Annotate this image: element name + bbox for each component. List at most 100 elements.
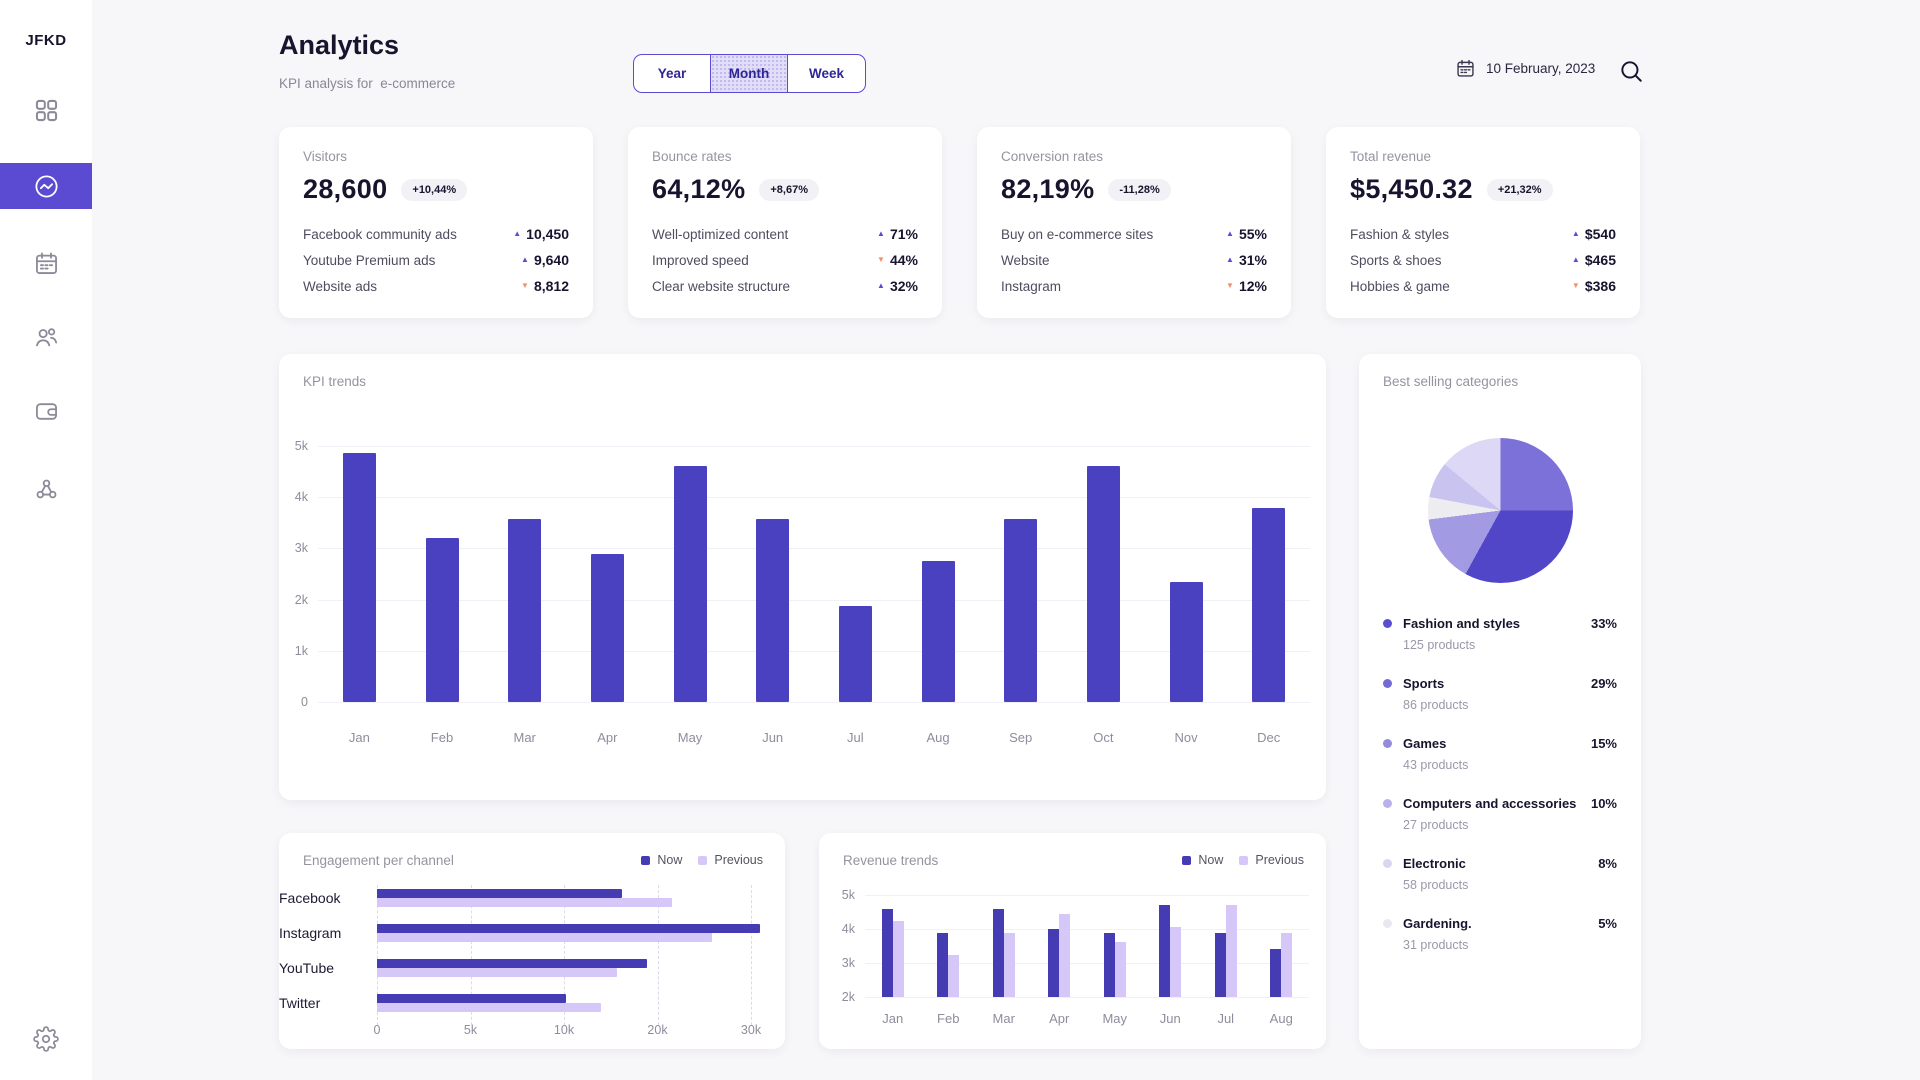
gridline bbox=[318, 599, 1310, 601]
kpi-bar bbox=[1004, 519, 1038, 702]
kpi-trends-chart: 5k 4k 3k 2k 1k 0 bbox=[295, 439, 1310, 709]
gridline bbox=[470, 885, 472, 1025]
kpi-bar bbox=[756, 519, 790, 702]
x-tick-label: Jun bbox=[1159, 1011, 1181, 1026]
tab-month[interactable]: Month bbox=[711, 55, 788, 92]
x-tick-label: May bbox=[1102, 1011, 1128, 1026]
engagement-legend: Now Previous bbox=[641, 853, 763, 867]
category-products: 58 products bbox=[1403, 878, 1469, 892]
category-products: 43 products bbox=[1403, 758, 1469, 772]
nav-wallet[interactable] bbox=[0, 388, 92, 434]
best-selling-item: Computers and accessories 10% 27 product… bbox=[1383, 796, 1617, 832]
nav-settings[interactable] bbox=[0, 1026, 92, 1052]
gridline bbox=[564, 885, 565, 1025]
sidebar: JFKD bbox=[0, 0, 92, 1080]
x-tick-label: May bbox=[677, 730, 703, 745]
arrow-up-icon: ▲ bbox=[1571, 229, 1580, 238]
x-tick-label: 20k bbox=[647, 1023, 668, 1037]
category-dot-icon bbox=[1383, 799, 1392, 808]
category-dot-icon bbox=[1383, 859, 1392, 868]
bar-now bbox=[377, 889, 622, 898]
category-products: 125 products bbox=[1403, 638, 1476, 652]
card-metric-row: Website ads ▼ 8,812 bbox=[303, 278, 569, 294]
card-title: Conversion rates bbox=[1001, 149, 1104, 164]
users-icon bbox=[33, 324, 60, 351]
date-picker[interactable]: 10 February, 2023 bbox=[1455, 58, 1595, 79]
x-tick-label: 10k bbox=[553, 1023, 575, 1037]
bar-now bbox=[377, 994, 566, 1003]
y-tick-label: 4k bbox=[841, 922, 855, 936]
gridline bbox=[377, 885, 378, 1025]
bar-previous bbox=[377, 933, 712, 942]
tab-year[interactable]: Year bbox=[634, 55, 711, 92]
y-tick-label: 3k bbox=[294, 541, 308, 556]
bar-previous bbox=[377, 1003, 602, 1012]
grid-icon bbox=[33, 97, 60, 124]
card-title: Bounce rates bbox=[652, 149, 732, 164]
change-badge: -11,28% bbox=[1108, 178, 1171, 201]
kpi-trends-title: KPI trends bbox=[303, 374, 367, 389]
gridline bbox=[318, 446, 1310, 447]
nav-dashboard[interactable] bbox=[0, 87, 92, 133]
x-tick-label: Aug bbox=[1269, 1011, 1293, 1026]
gridline bbox=[318, 548, 1310, 550]
engagement-panel: Engagement per channel Now Previous Faceb… bbox=[279, 833, 785, 1049]
nav-customers[interactable] bbox=[0, 314, 92, 360]
arrow-down-icon: ▼ bbox=[1226, 281, 1234, 290]
kpi-bar bbox=[508, 519, 542, 702]
kpi-trends-panel: KPI trends 5k 4k 3k 2k 1k 0 Jan Feb Mar Apr May Ju… bbox=[279, 354, 1326, 800]
x-tick-label: Jul bbox=[847, 730, 864, 745]
category-dot-icon bbox=[1383, 619, 1392, 628]
bar-previous bbox=[1170, 927, 1182, 997]
tab-week[interactable]: Week bbox=[808, 66, 845, 81]
arrow-down-icon: ▼ bbox=[877, 255, 885, 264]
legend-swatch bbox=[641, 855, 651, 865]
nav-network[interactable] bbox=[0, 466, 92, 512]
nav-analytics[interactable] bbox=[0, 163, 92, 209]
card-metric-row: Fashion & styles ▲ $540 bbox=[1350, 226, 1616, 242]
search-button[interactable] bbox=[1618, 58, 1644, 84]
card-metric-row: Website ▲ 31% bbox=[1001, 252, 1267, 268]
x-tick-label: Jan bbox=[882, 1011, 904, 1026]
legend-entry: Previous bbox=[1239, 853, 1304, 867]
best-selling-item: Gardening. 5% 31 products bbox=[1383, 916, 1617, 952]
gridline bbox=[865, 963, 1309, 964]
x-tick-label: Sep bbox=[1009, 730, 1033, 745]
bar-previous bbox=[377, 898, 672, 907]
card-value: 82,19% bbox=[1001, 174, 1095, 204]
card-title: Total revenue bbox=[1350, 149, 1432, 164]
kpi-bar bbox=[1169, 581, 1203, 702]
kpi-card-total-revenue: Total revenue $5,450.32 +21,32% Fashion … bbox=[1326, 127, 1640, 318]
kpi-card-conversion-rates: Conversion rates 82,19% -11,28% Buy on e… bbox=[977, 127, 1291, 318]
y-tick-label: 1k bbox=[294, 643, 308, 658]
category-percent: 29% bbox=[1590, 676, 1617, 691]
legend-entry: Now bbox=[1182, 853, 1223, 867]
card-value: 28,600 bbox=[303, 174, 388, 204]
gridline bbox=[318, 702, 1310, 703]
change-badge: +8,67% bbox=[759, 178, 819, 201]
category-products: 86 products bbox=[1403, 698, 1469, 712]
category-name: Fashion and styles bbox=[1403, 616, 1521, 631]
best-selling-legend: Fashion and styles 33% 125 products Spor… bbox=[1383, 616, 1617, 976]
category-label: Instagram bbox=[279, 925, 342, 941]
x-tick-label: Nov bbox=[1174, 730, 1198, 745]
bar-now bbox=[1214, 933, 1226, 997]
category-label: Twitter bbox=[279, 995, 321, 1011]
legend-swatch bbox=[1239, 855, 1249, 865]
x-tick-label: Feb bbox=[937, 1011, 960, 1026]
nav-calendar[interactable] bbox=[0, 240, 92, 286]
arrow-down-icon: ▼ bbox=[521, 281, 529, 290]
x-tick-label: Jan bbox=[348, 730, 370, 745]
change-badge: +21,32% bbox=[1486, 178, 1553, 201]
bar-previous bbox=[948, 954, 960, 997]
activity-icon bbox=[33, 173, 60, 200]
arrow-up-icon: ▲ bbox=[1226, 229, 1234, 238]
revenue-chart: 5k 4k 3k 2k bbox=[842, 888, 1309, 1004]
arrow-up-icon: ▲ bbox=[1571, 255, 1580, 264]
search-icon bbox=[1618, 58, 1644, 84]
pie-chart bbox=[1428, 438, 1573, 583]
x-tick-label: Aug bbox=[926, 730, 950, 745]
bar-previous bbox=[377, 968, 618, 977]
category-dot-icon bbox=[1383, 919, 1392, 928]
